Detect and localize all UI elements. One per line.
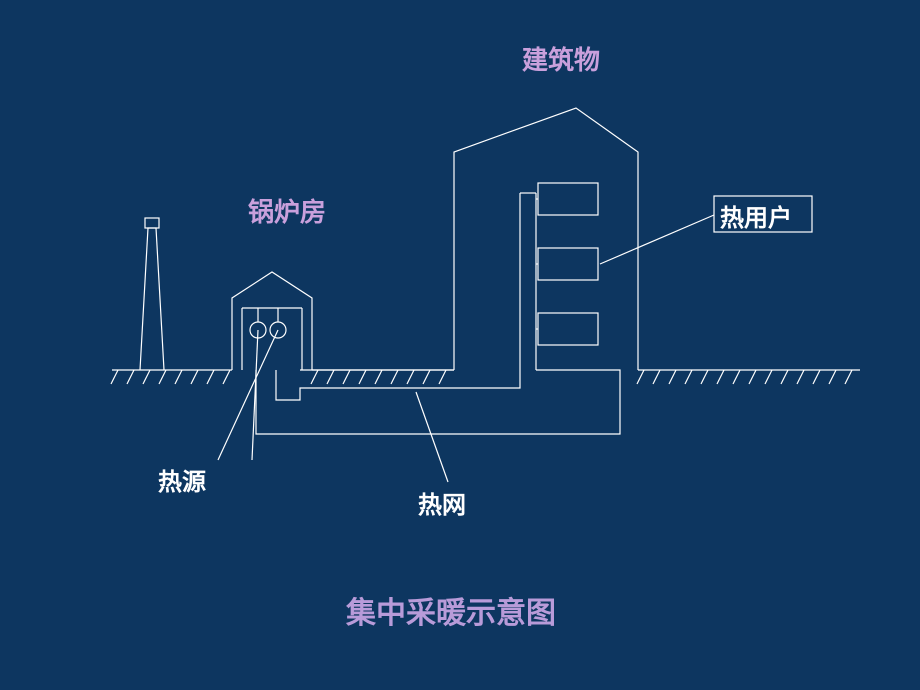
label-heat-source: 热源 bbox=[158, 462, 206, 497]
heating-diagram bbox=[0, 0, 920, 690]
label-heat-user: 热用户 bbox=[720, 198, 792, 233]
diagram-title: 集中采暖示意图 bbox=[346, 588, 556, 632]
label-boiler: 锅炉房 bbox=[248, 192, 326, 229]
label-heat-net: 热网 bbox=[418, 485, 466, 520]
label-building: 建筑物 bbox=[522, 40, 600, 77]
